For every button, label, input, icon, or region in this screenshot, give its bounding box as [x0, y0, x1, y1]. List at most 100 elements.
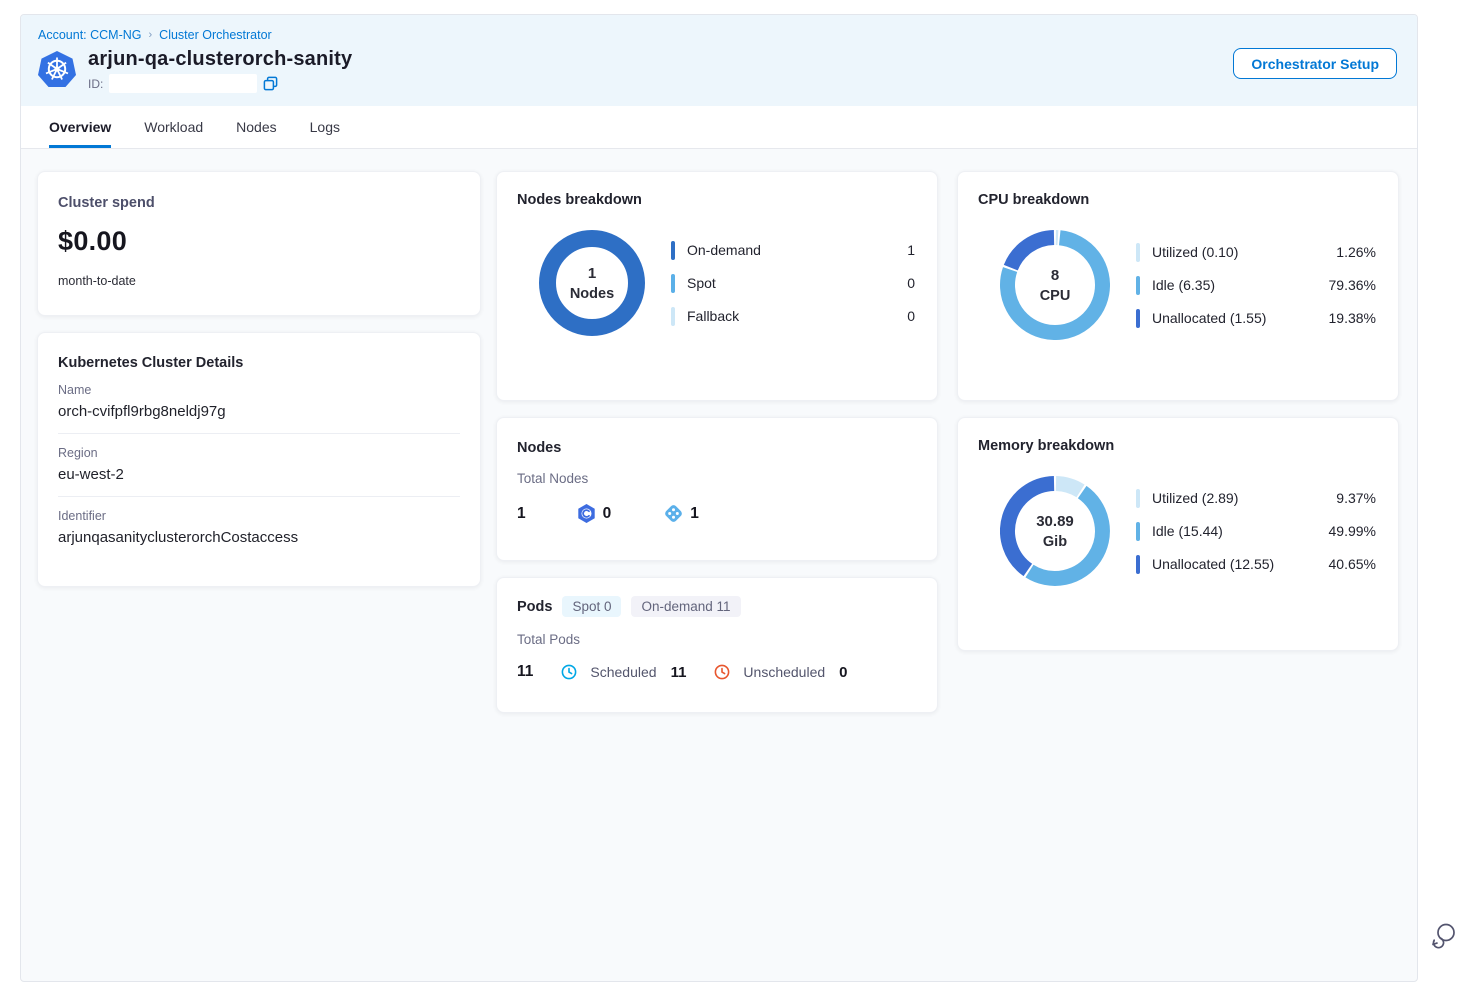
scheduled-label: Scheduled — [590, 664, 657, 680]
tab-overview[interactable]: Overview — [49, 106, 112, 148]
spot-nodes-count: 0 — [602, 504, 612, 522]
legend-row-spot: Spot 0 — [671, 273, 915, 294]
legend-value: 19.38% — [1328, 310, 1376, 326]
legend-label: Idle (15.44) — [1152, 523, 1223, 539]
legend-value: 49.99% — [1328, 523, 1376, 539]
total-pods-value: 11 — [517, 663, 534, 680]
scheduled-value: 11 — [670, 663, 687, 681]
memory-breakdown-title: Memory breakdown — [978, 438, 1115, 454]
memory-breakdown-legend: Utilized (2.89) 9.37% Idle (15.44) 49.99… — [1136, 488, 1376, 575]
scheduled-clock-icon — [561, 664, 577, 680]
spot-node-icon — [576, 503, 597, 524]
total-nodes-value: 1 — [517, 504, 526, 522]
kubernetes-icon — [38, 50, 76, 88]
tab-workload[interactable]: Workload — [144, 118, 204, 135]
spot-pods-badge: Spot 0 — [562, 596, 622, 617]
unscheduled-value: 0 — [839, 663, 848, 681]
detail-label: Name — [58, 383, 92, 397]
donut-center-label: Nodes — [569, 285, 615, 302]
legend-row-idle: Idle (6.35) 79.36% — [1136, 275, 1376, 296]
detail-value: arjunqasanityclusterorchCostaccess — [58, 529, 299, 546]
unscheduled-label: Unscheduled — [743, 664, 826, 680]
legend-row-fallback: Fallback 0 — [671, 306, 915, 327]
cluster-details-title: Kubernetes Cluster Details — [58, 355, 244, 371]
breadcrumb-cluster-orchestrator[interactable]: Cluster Orchestrator — [159, 28, 272, 42]
legend-value: 9.37% — [1336, 490, 1376, 506]
legend-color-bar — [1136, 242, 1140, 262]
tab-bar: Overview Workload Nodes Logs — [21, 106, 1417, 149]
detail-value: orch-cvifpfl9rbg8neldj97g — [58, 403, 226, 420]
page-title: arjun-qa-clusterorch-sanity — [88, 48, 353, 70]
memory-donut-chart: 30.89 Gib — [1000, 476, 1110, 586]
copy-icon[interactable] — [263, 76, 278, 91]
legend-row-utilized: Utilized (0.10) 1.26% — [1136, 242, 1376, 263]
detail-field-region: Region eu-west-2 — [58, 434, 460, 497]
cpu-breakdown-title: CPU breakdown — [978, 192, 1090, 208]
legend-value: 79.36% — [1328, 277, 1376, 293]
legend-value: 1.26% — [1336, 244, 1376, 260]
legend-color-bar — [671, 273, 675, 293]
nodes-donut-chart: 1 Nodes — [539, 230, 645, 336]
cluster-orchestrator-page: Account: CCM-NG › Cluster Orchestrator — [20, 14, 1418, 982]
cpu-donut-chart: 8 CPU — [1000, 230, 1110, 340]
nodes-card: Nodes Total Nodes 1 0 — [496, 417, 938, 561]
legend-color-bar — [1136, 554, 1140, 574]
pods-card-title: Pods — [517, 598, 553, 615]
legend-label: Unallocated (1.55) — [1152, 310, 1267, 326]
legend-label: Spot — [687, 275, 716, 291]
legend-label: Utilized (0.10) — [1152, 244, 1239, 260]
detail-field-identifier: Identifier arjunqasanityclusterorchCosta… — [58, 497, 460, 559]
legend-label: Fallback — [687, 308, 740, 324]
breadcrumb: Account: CCM-NG › Cluster Orchestrator — [38, 28, 1397, 42]
donut-center-value: 30.89 — [1036, 512, 1074, 530]
cluster-spend-card: Cluster spend $0.00 month-to-date — [37, 171, 481, 316]
legend-row-utilized: Utilized (2.89) 9.37% — [1136, 488, 1376, 509]
total-nodes-label: Total Nodes — [517, 471, 589, 486]
donut-center-value: 1 — [587, 264, 597, 282]
on-demand-nodes-count: 1 — [690, 504, 699, 522]
donut-center-label: CPU — [1039, 287, 1071, 304]
legend-row-on-demand: On-demand 1 — [671, 240, 915, 261]
legend-color-bar — [1136, 308, 1140, 328]
donut-center-value: 8 — [1050, 266, 1060, 284]
legend-value: 0 — [907, 308, 915, 324]
cluster-id-field[interactable] — [109, 74, 258, 93]
overview-content: Cluster spend $0.00 month-to-date Kubern… — [21, 149, 1417, 981]
unscheduled-clock-icon — [714, 664, 730, 680]
cpu-breakdown-legend: Utilized (0.10) 1.26% Idle (6.35) 79.36%… — [1136, 242, 1376, 329]
cluster-spend-period: month-to-date — [58, 274, 136, 288]
legend-row-idle: Idle (15.44) 49.99% — [1136, 521, 1376, 542]
tab-logs[interactable]: Logs — [309, 118, 340, 135]
breadcrumb-separator-icon: › — [148, 29, 153, 41]
nodes-breakdown-card: Nodes breakdown 1 Nodes On-demand 1 — [496, 171, 938, 401]
memory-breakdown-card: Memory breakdown 30.89 Gib Utilized (2.8… — [957, 417, 1399, 651]
legend-value: 0 — [907, 275, 915, 291]
legend-label: Unallocated (12.55) — [1152, 556, 1275, 572]
tab-nodes[interactable]: Nodes — [236, 118, 277, 135]
legend-label: Idle (6.35) — [1152, 277, 1216, 293]
cluster-spend-title: Cluster spend — [58, 195, 155, 211]
detail-value: eu-west-2 — [58, 466, 124, 483]
legend-color-bar — [1136, 275, 1140, 295]
cluster-spend-amount: $0.00 — [58, 226, 128, 256]
nodes-breakdown-title: Nodes breakdown — [517, 192, 642, 208]
chat-help-icon[interactable] — [1427, 920, 1459, 952]
breadcrumb-account[interactable]: Account: CCM-NG — [38, 28, 142, 42]
nodes-card-title: Nodes — [517, 440, 562, 456]
legend-row-unallocated: Unallocated (1.55) 19.38% — [1136, 308, 1376, 329]
on-demand-pods-badge: On-demand 11 — [631, 596, 741, 617]
legend-label: On-demand — [687, 242, 761, 258]
legend-row-unallocated: Unallocated (12.55) 40.65% — [1136, 554, 1376, 575]
page-header: Account: CCM-NG › Cluster Orchestrator — [21, 15, 1417, 106]
legend-color-bar — [1136, 488, 1140, 508]
donut-center-label: Gib — [1042, 533, 1068, 550]
detail-field-name: Name orch-cvifpfl9rbg8neldj97g — [58, 371, 460, 434]
legend-value: 1 — [907, 242, 915, 258]
legend-label: Utilized (2.89) — [1152, 490, 1239, 506]
legend-color-bar — [1136, 521, 1140, 541]
cluster-details-card: Kubernetes Cluster Details Name orch-cvi… — [37, 332, 481, 587]
cpu-breakdown-card: CPU breakdown 8 CPU Utilized (0.10) 1.26… — [957, 171, 1399, 401]
pods-card: Pods Spot 0 On-demand 11 Total Pods 11 — [496, 577, 938, 713]
on-demand-node-icon — [663, 503, 684, 524]
orchestrator-setup-button[interactable]: Orchestrator Setup — [1233, 48, 1397, 79]
